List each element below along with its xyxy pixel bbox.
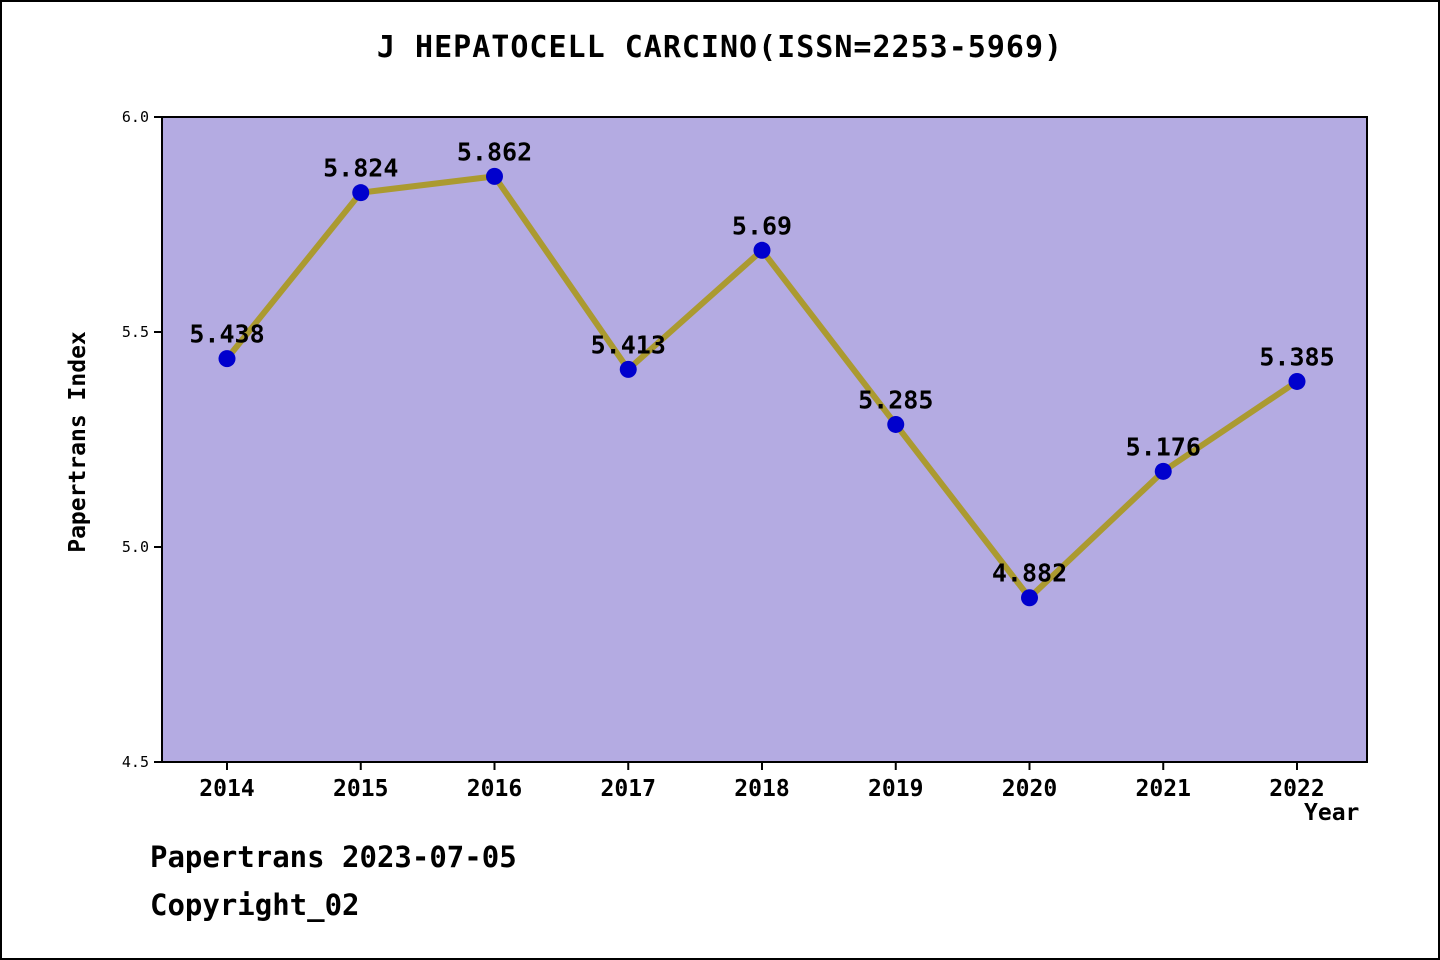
point-label-2021: 5.176 [1126, 432, 1201, 461]
point-label-2018: 5.69 [732, 211, 792, 240]
data-point-2015 [352, 184, 370, 202]
footer-date: Papertrans 2023-07-05 [150, 840, 517, 874]
y-tick-label: 4.5 [122, 753, 149, 771]
data-point-2016 [486, 167, 503, 185]
chart-title: J HEPATOCELL CARCINO(ISSN=2253-5969) [376, 30, 1064, 65]
y-axis-label: Papertrans Index [65, 331, 91, 553]
point-label-2016: 5.862 [457, 137, 532, 166]
data-point-2017 [619, 360, 637, 378]
x-tick-label: 2014 [199, 776, 254, 802]
data-point-2021 [1154, 462, 1172, 480]
x-tick-label: 2021 [1136, 776, 1191, 802]
data-point-2020 [1021, 589, 1038, 607]
point-label-2014: 5.438 [189, 320, 264, 349]
y-tick-label: 5.5 [122, 323, 149, 341]
x-tick-label: 2019 [868, 776, 923, 802]
y-tick-label: 6.0 [122, 108, 149, 126]
x-tick-label: 2022 [1269, 776, 1324, 802]
point-label-2022: 5.385 [1259, 342, 1334, 371]
point-label-2020: 4.882 [992, 559, 1067, 588]
point-label-2017: 5.413 [591, 330, 666, 359]
footer-copyright: Copyright_02 [150, 888, 360, 922]
point-label-2015: 5.824 [323, 154, 398, 183]
data-point-2018 [753, 241, 771, 259]
x-tick-label: 2020 [1002, 776, 1057, 802]
data-point-2014 [218, 350, 236, 368]
x-tick-label: 2018 [734, 776, 789, 802]
data-point-2022 [1288, 372, 1306, 390]
x-tick-label: 2016 [467, 776, 522, 802]
y-tick-label: 5.0 [122, 538, 149, 556]
plot-area [161, 116, 1368, 763]
x-axis-label: Year [1304, 800, 1360, 826]
x-tick-label: 2017 [601, 776, 656, 802]
data-point-2019 [887, 415, 905, 433]
point-label-2019: 5.285 [858, 385, 933, 414]
x-tick-label: 2015 [333, 776, 388, 802]
